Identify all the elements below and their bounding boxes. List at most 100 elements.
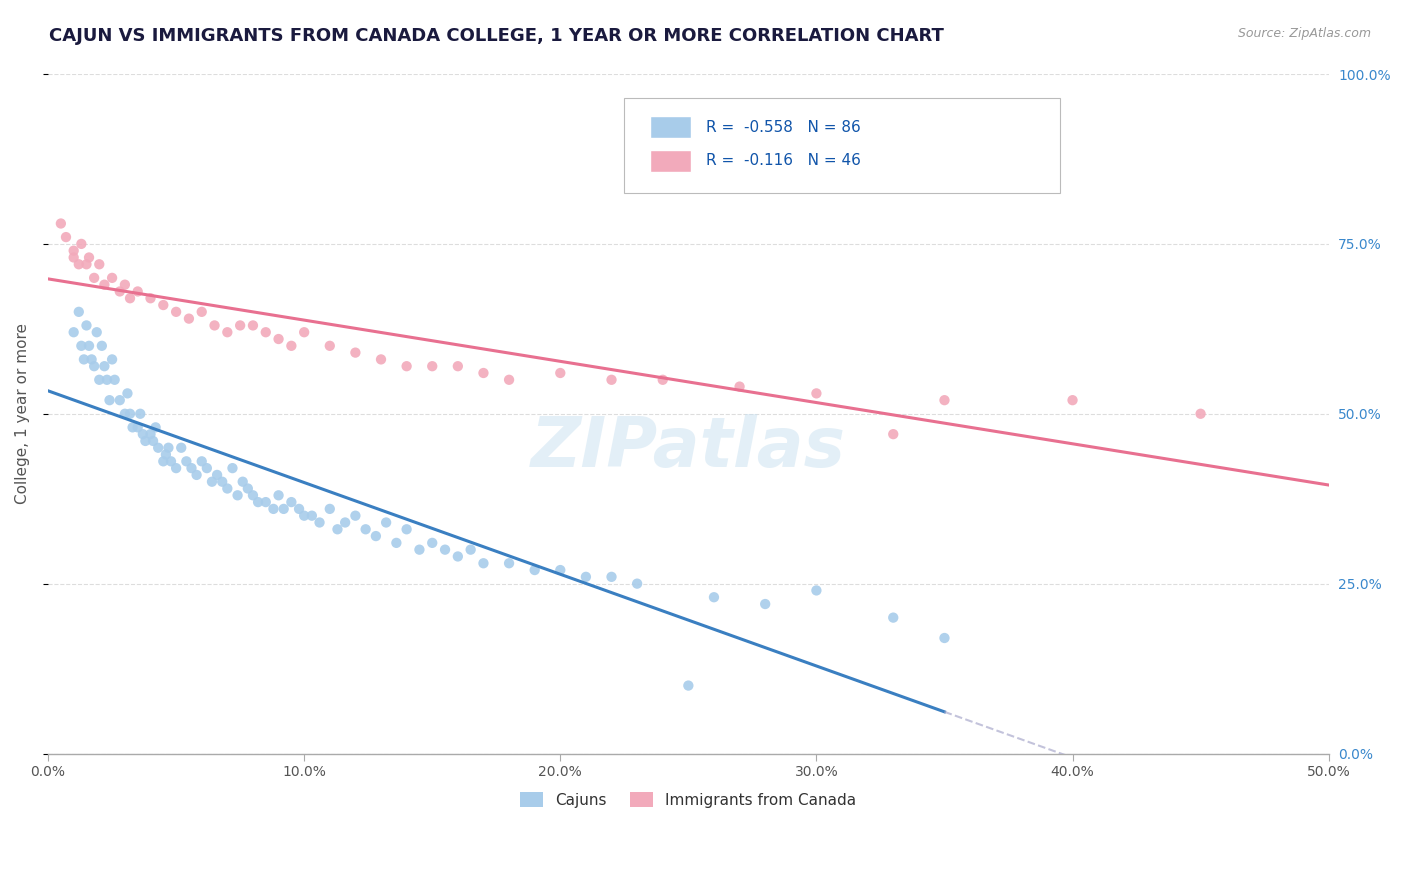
- Point: [434, 542, 457, 557]
- Text: Source: ZipAtlas.com: Source: ZipAtlas.com: [1237, 27, 1371, 40]
- Point: [101, 352, 124, 367]
- Point: [301, 508, 323, 523]
- Point: [62, 325, 84, 339]
- Point: [160, 454, 183, 468]
- Point: [195, 461, 218, 475]
- Point: [70, 339, 93, 353]
- Point: [288, 502, 311, 516]
- Point: [90, 339, 112, 353]
- Point: [354, 522, 377, 536]
- Point: [333, 516, 356, 530]
- Point: [152, 454, 174, 468]
- Point: [89, 373, 111, 387]
- Point: [142, 434, 165, 448]
- Point: [132, 427, 155, 442]
- Point: [728, 379, 751, 393]
- Point: [523, 563, 546, 577]
- Point: [408, 542, 430, 557]
- Point: [882, 610, 904, 624]
- Point: [236, 482, 259, 496]
- Point: [139, 427, 162, 442]
- Point: [600, 570, 623, 584]
- Point: [319, 339, 342, 353]
- Point: [118, 291, 141, 305]
- Point: [472, 366, 495, 380]
- Point: [114, 407, 136, 421]
- Point: [155, 448, 177, 462]
- Point: [242, 488, 264, 502]
- Point: [121, 420, 143, 434]
- Point: [62, 251, 84, 265]
- Point: [67, 305, 90, 319]
- Point: [292, 508, 315, 523]
- Point: [77, 339, 100, 353]
- Point: [344, 508, 367, 523]
- Point: [273, 502, 295, 516]
- Point: [447, 359, 470, 374]
- Point: [221, 461, 243, 475]
- Text: ZIPatlas: ZIPatlas: [531, 414, 846, 482]
- Point: [98, 393, 121, 408]
- Point: [600, 373, 623, 387]
- Point: [651, 373, 673, 387]
- Point: [129, 407, 152, 421]
- Point: [67, 257, 90, 271]
- Point: [108, 393, 131, 408]
- Point: [49, 217, 72, 231]
- Point: [498, 373, 520, 387]
- Point: [395, 359, 418, 374]
- Point: [550, 563, 572, 577]
- Point: [108, 285, 131, 299]
- Point: [186, 467, 208, 482]
- Point: [1062, 393, 1084, 408]
- Point: [134, 434, 156, 448]
- Point: [1189, 407, 1212, 421]
- Point: [89, 257, 111, 271]
- Y-axis label: College, 1 year or more: College, 1 year or more: [15, 323, 30, 504]
- Point: [127, 285, 149, 299]
- Point: [76, 257, 98, 271]
- Point: [806, 583, 828, 598]
- Point: [754, 597, 776, 611]
- Point: [62, 244, 84, 258]
- Point: [177, 311, 200, 326]
- Point: [626, 576, 648, 591]
- Point: [176, 454, 198, 468]
- Legend: Cajuns, Immigrants from Canada: Cajuns, Immigrants from Canada: [515, 786, 862, 814]
- Point: [205, 467, 228, 482]
- Point: [101, 271, 124, 285]
- Point: [77, 251, 100, 265]
- Point: [280, 339, 302, 353]
- Point: [83, 359, 105, 374]
- Point: [247, 495, 270, 509]
- Point: [242, 318, 264, 333]
- Point: [165, 461, 187, 475]
- Point: [73, 352, 96, 367]
- Point: [165, 305, 187, 319]
- Text: CAJUN VS IMMIGRANTS FROM CANADA COLLEGE, 1 YEAR OR MORE CORRELATION CHART: CAJUN VS IMMIGRANTS FROM CANADA COLLEGE,…: [49, 27, 943, 45]
- Point: [190, 305, 212, 319]
- Point: [267, 488, 290, 502]
- Point: [292, 325, 315, 339]
- Point: [86, 325, 108, 339]
- Point: [104, 373, 127, 387]
- Point: [375, 516, 398, 530]
- Point: [934, 631, 956, 645]
- Point: [152, 298, 174, 312]
- Point: [211, 475, 233, 489]
- Point: [145, 420, 167, 434]
- Point: [262, 502, 284, 516]
- Point: [118, 407, 141, 421]
- Bar: [650, 150, 690, 172]
- Point: [93, 359, 115, 374]
- Point: [232, 475, 254, 489]
- Point: [217, 325, 239, 339]
- FancyBboxPatch shape: [624, 98, 1060, 193]
- Point: [55, 230, 77, 244]
- Point: [93, 277, 115, 292]
- Point: [882, 427, 904, 442]
- Point: [703, 591, 725, 605]
- Point: [190, 454, 212, 468]
- Point: [254, 495, 277, 509]
- Point: [498, 556, 520, 570]
